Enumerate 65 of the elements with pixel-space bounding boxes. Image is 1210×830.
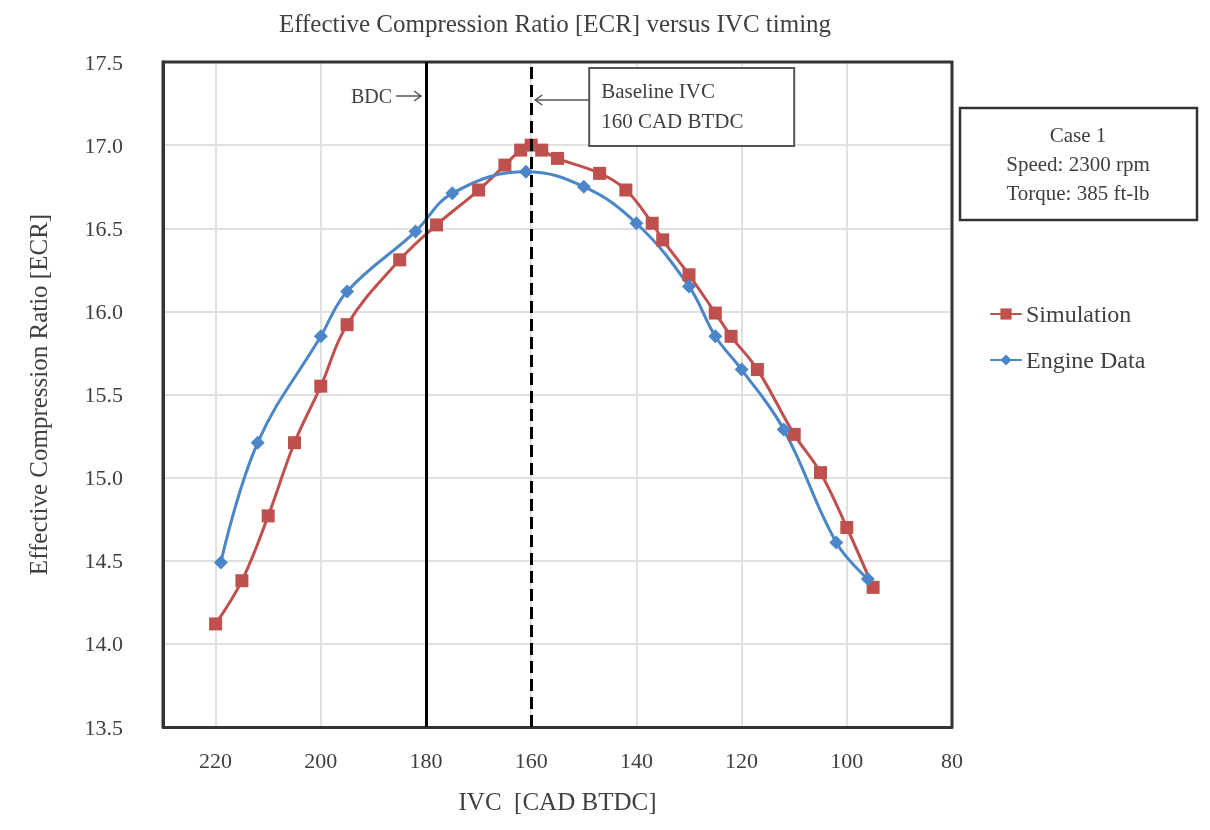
y-tick-label: 15.5 bbox=[84, 382, 123, 407]
point bbox=[514, 143, 528, 157]
point bbox=[445, 186, 460, 201]
x-tick-label: 220 bbox=[199, 747, 233, 773]
point bbox=[682, 279, 696, 294]
point bbox=[261, 509, 275, 523]
point bbox=[213, 555, 228, 570]
y-tick-label: 15.0 bbox=[84, 465, 123, 491]
point bbox=[340, 318, 354, 332]
point bbox=[708, 306, 722, 320]
point bbox=[288, 436, 301, 450]
legend-label: Simulation bbox=[1026, 301, 1132, 327]
y-tick-label: 14.0 bbox=[84, 631, 123, 657]
point bbox=[829, 535, 844, 550]
legend-label: Engine Data bbox=[1026, 347, 1146, 373]
point bbox=[724, 329, 738, 343]
x-tick-label: 80 bbox=[941, 747, 963, 773]
y-tick-label: 17.0 bbox=[84, 132, 123, 158]
point bbox=[535, 143, 549, 157]
point bbox=[840, 521, 854, 534]
point bbox=[619, 183, 633, 197]
point bbox=[629, 216, 644, 231]
y-tick-label: 14.5 bbox=[84, 548, 123, 574]
point bbox=[340, 284, 355, 299]
point bbox=[645, 216, 659, 230]
point bbox=[408, 224, 423, 239]
point bbox=[235, 574, 249, 588]
ref-line-label: Baseline IVC 160 CAD BTDC bbox=[601, 79, 744, 133]
point bbox=[593, 166, 607, 180]
x-tick-label: 200 bbox=[304, 747, 338, 773]
point bbox=[250, 435, 265, 450]
y-axis-title: Effective Compression Ratio [ECR] bbox=[25, 213, 52, 576]
x-axis-title: IVC [CAD BTDC] bbox=[458, 788, 657, 815]
point bbox=[750, 363, 764, 377]
point bbox=[498, 158, 512, 172]
text: Case 1 Speed: 2300 rpm Torque: 385 ft-lb bbox=[1006, 123, 1150, 205]
ref-line-label: BDC bbox=[350, 85, 392, 107]
point bbox=[776, 422, 791, 437]
point bbox=[430, 218, 444, 232]
point bbox=[787, 427, 801, 441]
point bbox=[393, 253, 407, 267]
point bbox=[313, 329, 328, 344]
point bbox=[209, 617, 223, 631]
y-tick-label: 16.0 bbox=[84, 298, 123, 324]
point bbox=[472, 183, 486, 197]
y-tick-label: 17.5 bbox=[84, 49, 123, 75]
point bbox=[860, 572, 875, 587]
point bbox=[656, 233, 670, 247]
x-tick-label: 100 bbox=[830, 747, 864, 773]
x-tick-label: 120 bbox=[725, 747, 759, 773]
point bbox=[708, 329, 723, 344]
point bbox=[576, 179, 591, 194]
x-tick-label: 160 bbox=[514, 747, 548, 773]
point bbox=[866, 580, 880, 594]
point bbox=[682, 268, 696, 282]
x-tick-label: 140 bbox=[619, 747, 653, 773]
point bbox=[734, 362, 749, 377]
point bbox=[314, 379, 328, 393]
y-tick-label: 16.5 bbox=[84, 215, 123, 241]
chart-title: Effective Compression Ratio [ECR] versus IVC timing bbox=[278, 10, 832, 37]
point bbox=[814, 466, 827, 480]
point bbox=[518, 164, 533, 179]
y-tick-label: 13.5 bbox=[84, 714, 123, 740]
point bbox=[551, 151, 564, 165]
x-tick-label: 180 bbox=[409, 747, 443, 773]
